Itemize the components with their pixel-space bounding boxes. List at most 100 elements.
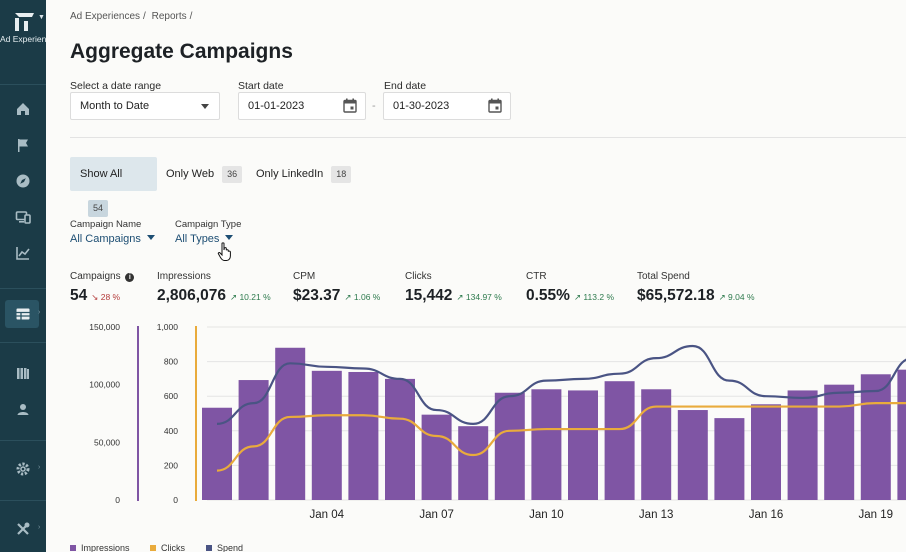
impressions-bar — [458, 426, 489, 500]
sidebar: ▼ Ad Experienc... › › › — [0, 0, 46, 552]
impressions-bar — [238, 380, 269, 500]
end-date-label: End date — [384, 80, 427, 92]
right-axis-tick-label: 600 — [164, 391, 178, 401]
metric-label-cpm: CPM — [293, 271, 316, 282]
count-badge: 18 — [331, 166, 352, 183]
metric-label-total-spend: Total Spend — [637, 271, 690, 282]
table-icon[interactable] — [15, 306, 31, 322]
legend-label: Clicks — [161, 543, 185, 552]
metric-delta: ↘ 28 % — [91, 292, 121, 302]
x-axis-tick-label: Jan 07 — [419, 509, 454, 521]
calendar-icon[interactable] — [488, 98, 502, 113]
count-badge: 36 — [222, 166, 243, 183]
metric-label-impressions: Impressions — [157, 271, 211, 282]
metric-delta: ↗ 1.06 % — [344, 292, 381, 302]
left-axis-line — [137, 326, 139, 501]
metric-campaigns: 54 ↘ 28 % — [70, 287, 120, 305]
start-date-value: 01-01-2023 — [248, 100, 305, 112]
breadcrumb-link-ad-experiences[interactable]: Ad Experiences — [70, 11, 141, 22]
impressions-bar — [568, 390, 598, 500]
info-icon[interactable]: i — [125, 273, 135, 282]
impressions-bar — [385, 378, 415, 500]
breadcrumb-separator: / — [143, 11, 146, 22]
app-name: Ad Experienc... — [0, 34, 46, 44]
breadcrumb-link-reports[interactable]: Reports — [151, 11, 187, 22]
tools-icon[interactable] — [15, 521, 31, 537]
hand-cursor-icon — [217, 242, 231, 261]
tab-only-linkedin[interactable]: Only LinkedIn 18 — [256, 157, 352, 191]
user-badge-icon[interactable] — [15, 401, 31, 417]
campaign-type-dropdown[interactable]: All Types — [175, 233, 234, 245]
right-axis-tick-label: 0 — [173, 495, 178, 505]
logo-icon[interactable] — [12, 10, 38, 32]
date-range-separator: - — [372, 100, 376, 112]
impressions-bar — [897, 369, 906, 500]
start-date-input[interactable]: 01-01-2023 — [238, 92, 366, 120]
impressions-bar — [677, 410, 708, 500]
breadcrumb-separator: / — [189, 11, 193, 22]
metric-impressions: 2,806,076 ↗ 10.21 % — [157, 287, 271, 305]
line-chart-icon[interactable] — [15, 245, 31, 261]
impressions-bar — [421, 414, 452, 500]
metric-total-spend: $65,572.18 ↗ 9.04 % — [637, 287, 755, 305]
gear-icon[interactable] — [15, 461, 31, 477]
impressions-bar — [494, 392, 525, 500]
right-axis-tick-label: 400 — [164, 426, 178, 436]
x-axis-tick-label: Jan 19 — [859, 509, 894, 521]
metric-ctr: 0.55% ↗ 113.2 % — [526, 287, 614, 305]
metric-delta: ↗ 9.04 % — [718, 292, 755, 302]
sidebar-divider — [0, 288, 46, 289]
x-axis-tick-label: Jan 13 — [639, 509, 674, 521]
right-axis-tick-label: 800 — [164, 357, 178, 367]
x-axis-tick-label: Jan 04 — [310, 509, 345, 521]
metric-clicks: 15,442 ↗ 134.97 % — [405, 287, 502, 305]
campaign-type-label: Campaign Type — [175, 219, 242, 230]
compass-icon[interactable] — [15, 173, 31, 189]
impressions-bar — [531, 389, 562, 500]
metric-value: $65,572.18 — [637, 287, 715, 304]
left-axis-tick-label: 0 — [115, 495, 120, 505]
page-title: Aggregate Campaigns — [70, 40, 293, 63]
calendar-icon[interactable] — [343, 98, 357, 113]
devices-icon[interactable] — [15, 209, 31, 225]
campaign-name-dropdown[interactable]: All Campaigns — [70, 233, 155, 245]
chevron-right-icon: › — [38, 524, 41, 531]
impressions-bar — [604, 381, 635, 500]
x-axis-tick-label: Jan 10 — [529, 509, 564, 521]
chevron-down-icon — [225, 235, 234, 240]
campaign-performance-chart: 1,000 800 600 400 200 0 150,000 100,000 50,000 0 J… — [70, 322, 906, 552]
impressions-bar — [311, 370, 342, 500]
impressions-bar — [751, 404, 781, 500]
metric-cpm: $23.37 ↗ 1.06 % — [293, 287, 380, 305]
section-divider — [70, 137, 906, 138]
tab-label: Show All — [80, 168, 123, 180]
legend-swatch — [206, 545, 212, 551]
metric-label-clicks: Clicks — [405, 271, 432, 282]
home-icon[interactable] — [15, 101, 31, 117]
library-icon[interactable] — [15, 365, 31, 381]
impressions-bar — [787, 390, 818, 500]
campaign-name-label: Campaign Name — [70, 219, 142, 230]
tab-label: Only Web — [166, 168, 215, 180]
end-date-value: 01-30-2023 — [393, 100, 450, 112]
flag-icon[interactable] — [15, 137, 31, 153]
breadcrumb: Ad Experiences / Reports / — [70, 11, 195, 22]
chevron-right-icon: › — [38, 309, 41, 316]
date-range-label: Select a date range — [70, 80, 162, 92]
metric-label-campaigns: Campaigns i — [70, 271, 135, 282]
date-range-select[interactable]: Month to Date — [70, 92, 220, 120]
impressions-bar — [348, 371, 379, 500]
app-switcher-caret-icon[interactable]: ▼ — [38, 14, 45, 21]
left-axis-tick-label: 50,000 — [94, 437, 120, 447]
metric-value: 15,442 — [405, 287, 453, 304]
impressions-bar — [824, 384, 855, 500]
tab-show-all[interactable]: Show All 54 — [70, 157, 157, 217]
impressions-bar — [714, 418, 745, 500]
legend-swatch — [150, 545, 156, 551]
end-date-input[interactable]: 01-30-2023 — [383, 92, 511, 120]
impressions-bar — [641, 389, 672, 500]
sidebar-divider — [0, 342, 46, 343]
tab-only-web[interactable]: Only Web 36 — [166, 157, 243, 191]
metric-value: 2,806,076 — [157, 287, 226, 304]
start-date-label: Start date — [238, 80, 284, 92]
